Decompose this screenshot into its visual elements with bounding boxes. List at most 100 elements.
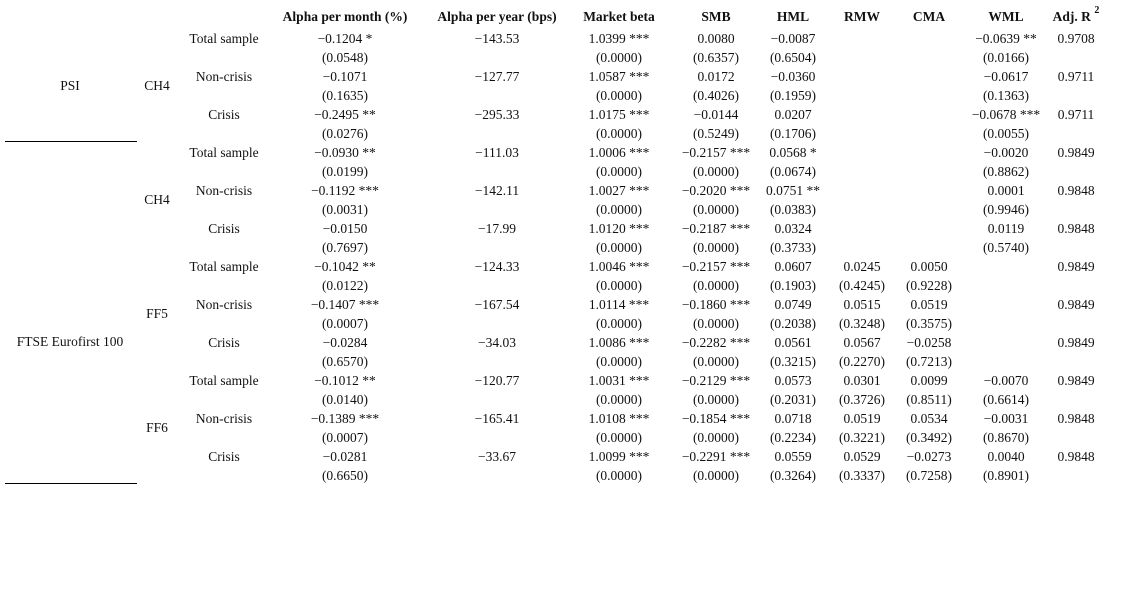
p-value: (0.0000) [595, 164, 643, 179]
coefficient: 0.0099 [910, 373, 948, 388]
p-value: (0.1363) [982, 88, 1030, 103]
coefficient: −0.1012 ** [314, 373, 376, 388]
coefficient: −0.0070 [983, 373, 1029, 388]
coefficient: 1.0587 *** [588, 69, 650, 84]
column-header: SMB [701, 9, 731, 24]
p-value: (0.2234) [769, 430, 817, 445]
coefficient: 0.0515 [843, 297, 881, 312]
coefficient: 0.9849 [1057, 335, 1095, 350]
p-value: (0.0000) [595, 278, 643, 293]
coefficient: 1.0027 *** [588, 183, 650, 198]
coefficient: −120.77 [474, 373, 520, 388]
column-header: RMW [844, 9, 880, 24]
coefficient: −0.2157 *** [681, 259, 751, 274]
coefficient: −0.0360 [770, 69, 816, 84]
p-value: (0.5740) [982, 240, 1030, 255]
coefficient: −0.1860 *** [681, 297, 751, 312]
coefficient: −111.03 [475, 145, 519, 160]
coefficient: −142.11 [474, 183, 520, 198]
p-value: (0.0548) [321, 50, 369, 65]
p-value: (0.9228) [905, 278, 953, 293]
p-value: (0.3221) [838, 430, 886, 445]
p-value: (0.0000) [692, 392, 740, 407]
coefficient: 1.0031 *** [588, 373, 650, 388]
coefficient: 0.0301 [843, 373, 881, 388]
coefficient: 0.9848 [1057, 449, 1095, 464]
coefficient: −0.2495 ** [314, 107, 376, 122]
p-value: (0.2038) [769, 316, 817, 331]
p-value: (0.0000) [595, 392, 643, 407]
sample-label: Crisis [208, 335, 240, 350]
p-value: (0.0000) [595, 240, 643, 255]
p-value: (0.0000) [692, 468, 740, 483]
coefficient: 1.0086 *** [588, 335, 650, 350]
coefficient: 1.0175 *** [588, 107, 650, 122]
p-value: (0.9946) [982, 202, 1030, 217]
p-value: (0.2031) [769, 392, 817, 407]
sample-label: Crisis [208, 107, 240, 122]
coefficient: 0.9848 [1057, 411, 1095, 426]
p-value: (0.0199) [321, 164, 369, 179]
coefficient: −0.2187 *** [681, 221, 751, 236]
p-value: (0.0000) [692, 164, 740, 179]
p-value: (0.4026) [692, 88, 740, 103]
p-value: (0.3215) [769, 354, 817, 369]
p-value: (0.6357) [692, 50, 740, 65]
coefficient: −17.99 [478, 221, 516, 236]
p-value: (0.0000) [595, 50, 643, 65]
coefficient: −0.0150 [322, 221, 368, 236]
p-value: (0.3248) [838, 316, 886, 331]
coefficient: −0.1071 [322, 69, 368, 84]
p-value: (0.6614) [982, 392, 1030, 407]
sample-label: Non-crisis [195, 183, 253, 198]
coefficient: 0.0607 [774, 259, 812, 274]
coefficient: 0.0568 * [769, 145, 817, 160]
model-label: CH4 [144, 78, 170, 93]
p-value: (0.0674) [769, 164, 817, 179]
coefficient: −0.0258 [906, 335, 952, 350]
p-value: (0.1635) [321, 88, 369, 103]
p-value: (0.0000) [692, 354, 740, 369]
sample-label: Non-crisis [195, 297, 253, 312]
p-value: (0.1959) [769, 88, 817, 103]
coefficient: −0.0273 [906, 449, 952, 464]
p-value: (0.0383) [769, 202, 817, 217]
rule [5, 483, 137, 484]
rule [5, 141, 137, 142]
model-label: FF6 [146, 420, 168, 435]
p-value: (0.3264) [769, 468, 817, 483]
coefficient: −0.0617 [983, 69, 1029, 84]
p-value: (0.0000) [595, 202, 643, 217]
p-value: (0.0000) [692, 202, 740, 217]
sample-label: Non-crisis [195, 411, 253, 426]
column-header: Market beta [583, 9, 655, 24]
p-value: (0.0000) [595, 316, 643, 331]
coefficient: −143.53 [474, 31, 520, 46]
coefficient: 0.0573 [774, 373, 812, 388]
coefficient: 0.9849 [1057, 297, 1095, 312]
coefficient: 0.0172 [697, 69, 735, 84]
coefficient: 1.0099 *** [588, 449, 650, 464]
sample-label: Total sample [189, 145, 259, 160]
column-header: CMA [912, 9, 946, 24]
coefficient: 0.9849 [1057, 259, 1095, 274]
p-value: (0.3726) [838, 392, 886, 407]
column-header: Alpha per month (%) [282, 9, 408, 24]
coefficient: −0.0020 [983, 145, 1029, 160]
coefficient: 0.9848 [1057, 183, 1095, 198]
coefficient: 0.0519 [843, 411, 881, 426]
coefficient: 0.0751 ** [766, 183, 820, 198]
p-value: (0.1903) [769, 278, 817, 293]
coefficient: −295.33 [474, 107, 520, 122]
p-value: (0.8901) [982, 468, 1030, 483]
p-value: (0.0000) [692, 430, 740, 445]
p-value: (0.7697) [321, 240, 369, 255]
coefficient: 0.0001 [987, 183, 1025, 198]
p-value: (0.7213) [905, 354, 953, 369]
coefficient: −33.67 [478, 449, 516, 464]
coefficient: −0.2157 *** [681, 145, 751, 160]
coefficient: −0.1854 *** [681, 411, 751, 426]
p-value: (0.0140) [321, 392, 369, 407]
coefficient: 0.0561 [774, 335, 812, 350]
p-value: (0.3492) [905, 430, 953, 445]
